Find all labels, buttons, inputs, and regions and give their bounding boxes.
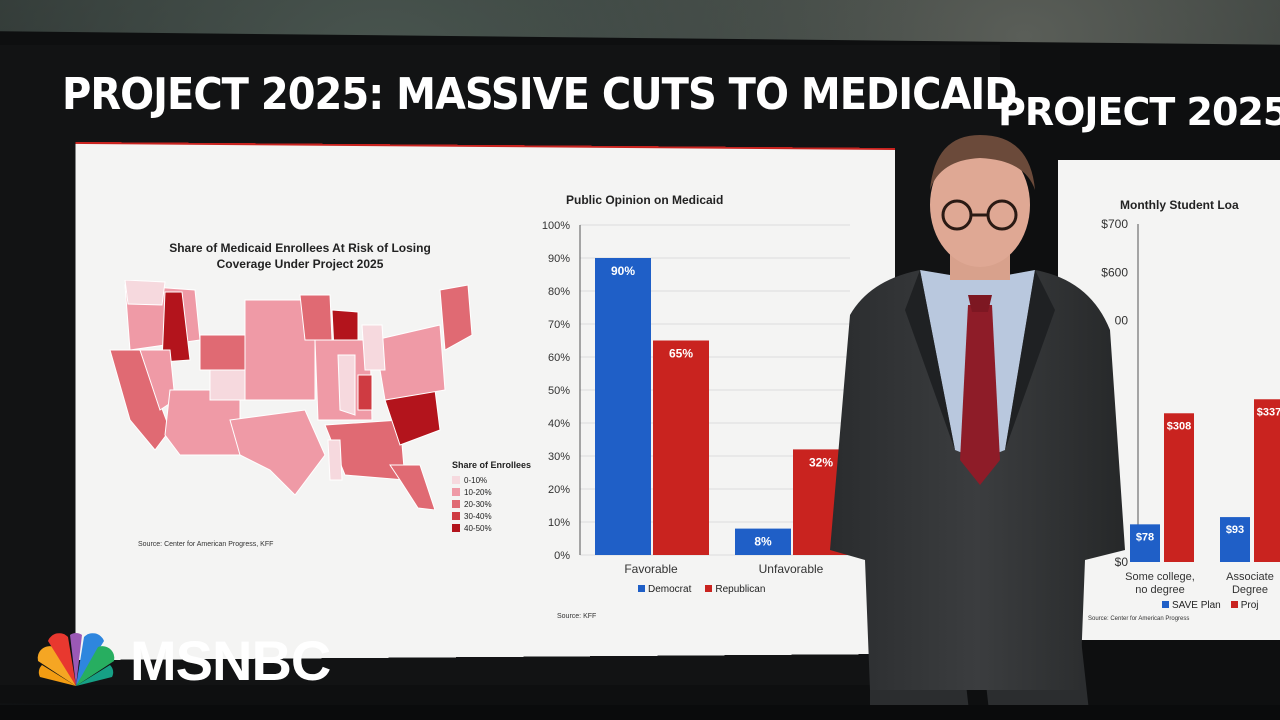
map-state-indiana [357,374,373,411]
map-legend: Share of Enrollees 0-10% 10-20% 20-30% 3… [452,460,531,534]
y-tick-label: 40% [548,418,570,430]
legend-democrat: Democrat [638,584,691,595]
y-tick-label: $0 [1115,555,1129,569]
map-title-line1: Share of Medicaid Enrollees At Risk of L… [169,241,431,255]
x-tick-label: Degree [1232,584,1268,596]
student-loan-chart-title: Monthly Student Loa [1120,198,1239,212]
map-state-plains [244,299,316,401]
opinion-chart-title: Public Opinion on Medicaid [566,193,724,207]
peacock-icon [37,632,115,686]
legend-save-plan: SAVE Plan [1162,600,1221,611]
left-screen-title: PROJECT 2025: MASSIVE CUTS TO MEDICAID [62,70,1017,120]
data-label: 90% [611,264,635,278]
map-state-michigan [361,324,386,371]
y-tick-label: 00 [1115,314,1129,328]
map-state-idaho [161,291,191,363]
map-state-california [109,349,171,451]
map-state-wyoming [199,334,246,371]
map-state-florida [389,464,436,510]
y-tick-label: 30% [548,451,570,463]
y-tick-label: 90% [548,253,570,265]
map-legend-item: 30-40% [452,510,531,522]
data-label: $93 [1226,524,1244,536]
opinion-bar-chart: 0% 10% 20% 30% 40% 50% 60% 70% 80% 90% 100% 90% 65% F… [542,220,850,576]
presenter-tie [960,305,1000,485]
map-states [109,280,473,510]
map-state-newengland [439,284,473,351]
us-choropleth-map [109,280,473,510]
student-loan-legend: SAVE Plan Proj [1162,600,1259,611]
map-legend-title: Share of Enrollees [452,460,532,470]
map-title-line2: Coverage Under Project 2025 [216,257,384,271]
bar [735,528,791,555]
presenter-head [930,143,1030,267]
msnbc-logo: MSNBC [30,628,331,693]
map-title: Share of Medicaid Enrollees At Risk of L… [135,240,465,272]
bar [653,340,709,555]
map-legend-item: 0-10% [452,474,531,486]
legend-project: Proj [1230,600,1259,611]
bar [1220,517,1250,562]
x-tick-label: no degree [1135,584,1185,596]
y-tick-label: 50% [548,385,570,397]
bar [1164,413,1194,562]
map-state-texas [229,409,326,496]
y-tick-label: $700 [1101,217,1128,231]
y-tick-label: 0% [554,550,570,562]
y-tick-label: 80% [548,286,570,298]
map-state-illinois [337,354,356,416]
opinion-chart-source: Source: KFF [557,613,597,620]
presenter-glasses [941,199,1018,231]
student-loan-bar-chart: $0 $600 $700 00 $78 $308 Some college,no degre… [1101,217,1280,596]
y-tick-label: 20% [548,484,570,496]
data-label: 8% [754,535,772,549]
y-tick-label: $600 [1101,265,1128,279]
bar [595,258,651,555]
map-state-minnesota [299,294,333,341]
x-tick-label: Associate [1226,571,1274,583]
data-label: $337 [1257,406,1280,418]
map-state-east [374,324,446,401]
map-legend-item: 20-30% [452,498,531,510]
y-tick-label: 10% [548,517,570,529]
data-label: $78 [1136,531,1154,543]
opinion-chart-legend: Democrat Republican [638,584,765,595]
x-tick-label: Unfavorable [759,562,824,576]
right-screen-title: PROJECT 2025: [998,90,1280,134]
map-state-mississippi [327,439,343,481]
data-label: 65% [669,347,693,361]
presenter [830,135,1125,720]
msnbc-wordmark: MSNBC [130,629,331,692]
data-label: 32% [809,455,833,469]
data-label: $308 [1167,420,1191,432]
x-tick-label: Favorable [624,562,678,576]
map-legend-item: 40-50% [452,522,531,534]
legend-republican: Republican [705,584,765,595]
bar [1254,399,1280,562]
y-tick-label: 70% [548,319,570,331]
y-tick-label: 60% [548,352,570,364]
y-tick-label: 100% [542,220,570,232]
map-state-washington [124,280,166,306]
bottom-bar [0,705,1280,720]
map-legend-item: 10-20% [452,486,531,498]
bar [1130,524,1160,562]
map-source: Source: Center for American Progress, KF… [138,541,274,548]
x-tick-label: Some college, [1125,571,1195,583]
student-loan-source: Source: Center for American Progress [1088,616,1190,622]
